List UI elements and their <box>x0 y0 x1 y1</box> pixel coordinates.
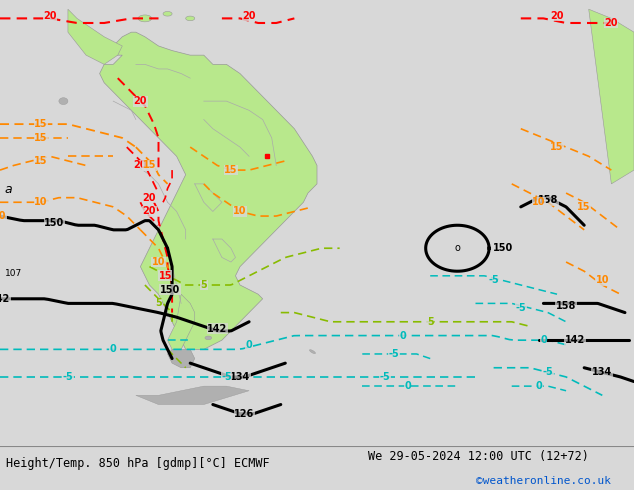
Text: 15: 15 <box>34 156 48 166</box>
Text: 0: 0 <box>399 331 406 341</box>
Text: 15: 15 <box>158 271 172 281</box>
Text: 10: 10 <box>34 197 48 207</box>
Text: -5: -5 <box>221 372 232 382</box>
Ellipse shape <box>309 350 316 354</box>
Ellipse shape <box>59 98 68 104</box>
Text: -5: -5 <box>543 368 553 377</box>
Text: Height/Temp. 850 hPa [gdmp][°C] ECMWF: Height/Temp. 850 hPa [gdmp][°C] ECMWF <box>6 457 270 470</box>
Text: 10: 10 <box>0 211 7 221</box>
Text: 142: 142 <box>207 324 228 334</box>
Ellipse shape <box>138 15 152 22</box>
Polygon shape <box>136 386 249 405</box>
Text: 20: 20 <box>242 11 256 21</box>
Text: 0: 0 <box>540 335 547 345</box>
Text: 15: 15 <box>550 142 564 152</box>
Text: 134: 134 <box>230 372 250 382</box>
Text: 15: 15 <box>578 202 591 212</box>
Text: 15: 15 <box>143 161 156 171</box>
Text: 150: 150 <box>160 285 180 294</box>
Text: 15: 15 <box>34 133 48 143</box>
Text: 20: 20 <box>143 193 156 203</box>
Text: -5: -5 <box>63 372 74 382</box>
Text: -5: -5 <box>488 275 499 285</box>
Text: 5: 5 <box>155 298 162 308</box>
Text: 10: 10 <box>532 197 546 207</box>
Text: 150: 150 <box>493 243 513 253</box>
Text: 107: 107 <box>4 269 22 278</box>
Text: 15: 15 <box>224 165 238 175</box>
Text: We 29-05-2024 12:00 UTC (12+72): We 29-05-2024 12:00 UTC (12+72) <box>368 450 588 464</box>
Text: 20: 20 <box>134 96 147 106</box>
Text: 5: 5 <box>427 317 434 327</box>
Text: a: a <box>4 183 12 196</box>
Text: 20: 20 <box>43 11 56 21</box>
Text: 158: 158 <box>556 301 576 311</box>
Text: 20: 20 <box>143 206 156 217</box>
Text: 20: 20 <box>550 11 564 21</box>
Text: o: o <box>455 243 460 253</box>
Ellipse shape <box>186 16 195 21</box>
Text: 158: 158 <box>538 195 558 205</box>
Polygon shape <box>167 294 195 354</box>
Ellipse shape <box>163 11 172 16</box>
Text: 0: 0 <box>246 340 252 350</box>
Text: 10: 10 <box>595 275 609 285</box>
Text: 142: 142 <box>0 294 10 304</box>
Polygon shape <box>100 32 317 349</box>
Text: 20: 20 <box>134 161 147 171</box>
Polygon shape <box>589 9 634 184</box>
Text: -5: -5 <box>389 349 399 359</box>
Text: 10: 10 <box>152 257 165 267</box>
Text: ©weatheronline.co.uk: ©weatheronline.co.uk <box>476 476 611 486</box>
Text: 126: 126 <box>235 409 255 419</box>
Text: 0: 0 <box>536 381 542 391</box>
Text: -5: -5 <box>515 303 526 313</box>
Text: 134: 134 <box>592 368 612 377</box>
Text: 0: 0 <box>110 344 117 354</box>
Polygon shape <box>167 349 195 368</box>
Polygon shape <box>68 9 122 64</box>
Text: 5: 5 <box>200 280 207 290</box>
Text: 10: 10 <box>233 206 247 217</box>
Text: 0: 0 <box>404 381 411 391</box>
Text: 20: 20 <box>605 18 618 28</box>
Text: -5: -5 <box>380 372 391 382</box>
Text: 15: 15 <box>34 119 48 129</box>
Text: 142: 142 <box>565 335 585 345</box>
Text: 150: 150 <box>44 218 65 228</box>
Ellipse shape <box>205 336 212 340</box>
